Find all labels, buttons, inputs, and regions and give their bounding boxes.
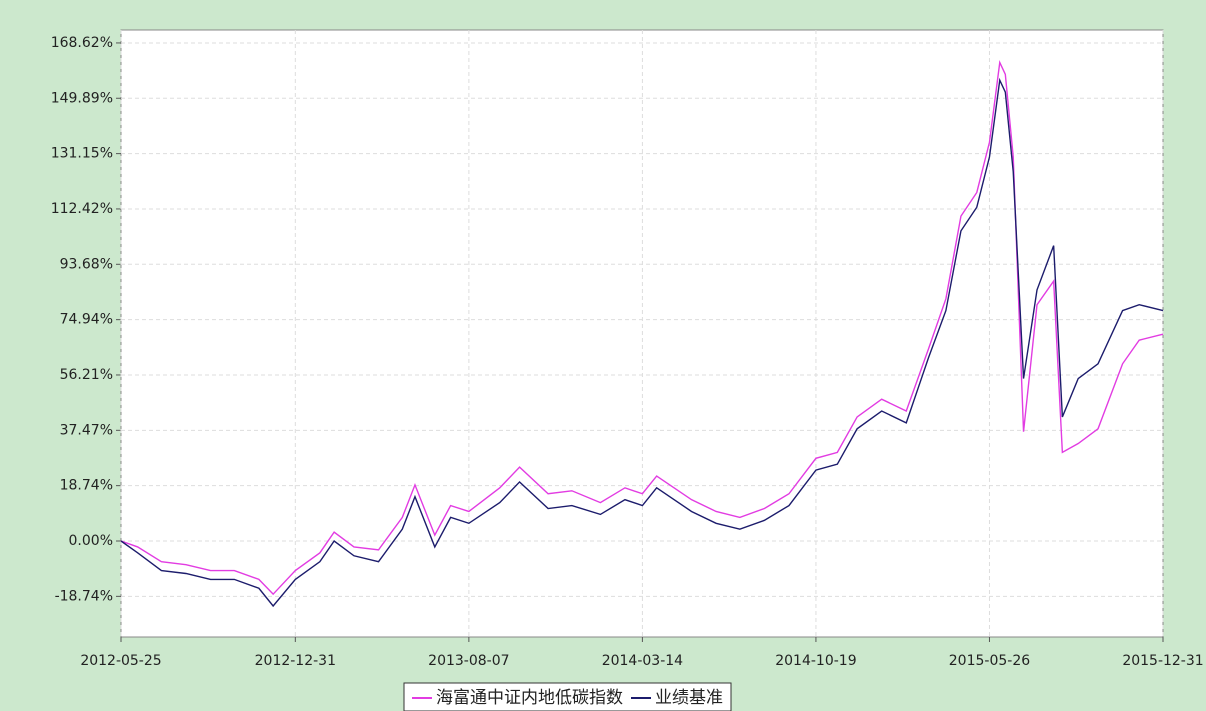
y-tick-label: 149.89% bbox=[51, 90, 113, 106]
x-tick-label: 2013-08-07 bbox=[428, 653, 509, 669]
legend-label: 海富通中证内地低碳指数 bbox=[436, 688, 623, 708]
series-line bbox=[120, 77, 1164, 608]
y-tick-label: 131.15% bbox=[51, 146, 113, 162]
legend-box bbox=[403, 682, 732, 711]
y-tick-label: 37.47% bbox=[60, 422, 113, 438]
legend: 海富通中证内地低碳指数 业绩基准 bbox=[403, 682, 732, 711]
x-tick-label: 2015-12-31 bbox=[1122, 653, 1203, 669]
y-tick-label: -18.74% bbox=[55, 588, 113, 604]
x-tick-label: 2015-05-26 bbox=[949, 653, 1030, 669]
y-tick-label: 93.68% bbox=[60, 256, 113, 272]
y-tick-label: 18.74% bbox=[60, 478, 113, 494]
y-tick-label: 168.62% bbox=[51, 35, 113, 51]
y-tick-label: 74.94% bbox=[60, 312, 113, 328]
x-tick-label: 2012-05-25 bbox=[80, 653, 161, 669]
x-tick-label: 2014-03-14 bbox=[602, 653, 683, 669]
y-tick-label: 56.21% bbox=[60, 367, 113, 383]
x-tick-label: 2014-10-19 bbox=[775, 653, 856, 669]
y-tick-label: 112.42% bbox=[51, 201, 113, 217]
y-tick-label: 0.00% bbox=[69, 533, 113, 549]
x-tick-label: 2012-12-31 bbox=[255, 653, 336, 669]
legend-label: 业绩基准 bbox=[655, 688, 723, 708]
